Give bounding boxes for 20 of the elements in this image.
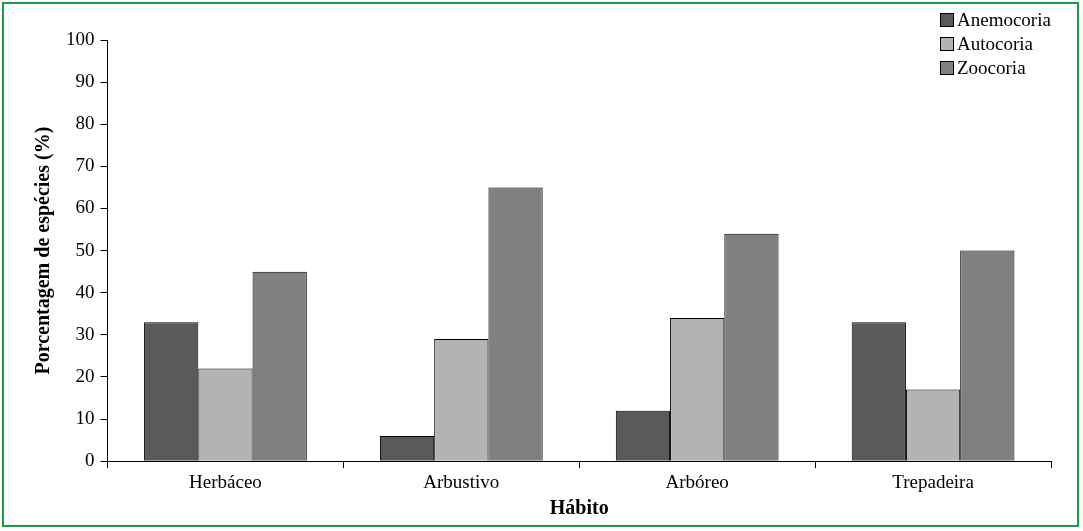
legend-label: Zoocoria [957, 57, 1026, 79]
x-tick-label: Herbáceo [189, 470, 262, 492]
legend-label: Anemocoria [957, 9, 1051, 31]
y-tick-label: 100 [66, 27, 95, 49]
y-tick-label: 10 [75, 407, 95, 429]
y-axis-title: Porcentagem de espécies (%) [31, 126, 55, 375]
y-tick-label: 50 [75, 238, 95, 260]
y-tick-label: 80 [75, 112, 95, 134]
x-tick-label: Trepadeira [892, 470, 975, 492]
x-tick-label: Arbóreo [665, 470, 729, 492]
y-tick-label: 0 [85, 449, 95, 471]
y-tick-label: 40 [75, 280, 95, 302]
y-tick-label: 90 [75, 70, 95, 92]
y-tick-label: 70 [75, 154, 95, 176]
x-axis-title: Hábito [549, 496, 609, 519]
y-tick-label: 20 [75, 364, 95, 386]
y-tick-label: 60 [75, 196, 95, 218]
y-tick-label: 30 [75, 322, 95, 344]
legend-label: Autocoria [957, 33, 1033, 55]
x-tick-label: Arbustivo [423, 470, 500, 492]
